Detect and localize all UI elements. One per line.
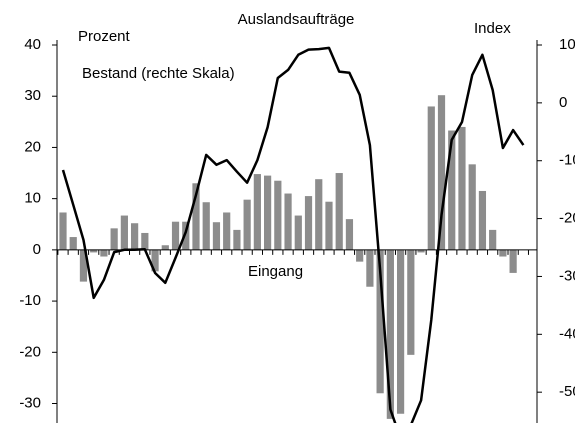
bar xyxy=(437,95,446,250)
bar xyxy=(223,212,231,250)
bar xyxy=(274,180,282,250)
bar xyxy=(59,212,67,250)
bar xyxy=(294,215,302,250)
bar xyxy=(151,249,159,272)
y2-tick-label: -40 xyxy=(559,325,575,342)
bar xyxy=(90,249,98,253)
y-tick-label: 10 xyxy=(24,190,41,207)
bar xyxy=(182,221,190,250)
bar xyxy=(489,229,497,250)
y-tick-label: 0 xyxy=(33,241,41,258)
bar xyxy=(499,249,507,257)
y2-tick-label: -20 xyxy=(559,210,575,227)
bar xyxy=(120,215,128,250)
bar xyxy=(325,201,333,250)
bar xyxy=(509,249,517,273)
bar xyxy=(315,179,323,250)
bar xyxy=(366,249,374,287)
bar xyxy=(304,196,313,250)
right-axis-label: Index xyxy=(474,20,511,37)
bar xyxy=(233,229,241,250)
bar xyxy=(69,237,77,250)
y-tick-label: -30 xyxy=(19,394,41,411)
bar xyxy=(264,175,272,250)
bar xyxy=(376,249,384,394)
bar xyxy=(335,173,343,250)
bar xyxy=(192,183,200,250)
bars xyxy=(59,95,517,419)
bar xyxy=(161,245,169,250)
bar xyxy=(243,199,251,250)
bar-annotation: Eingang xyxy=(248,263,303,280)
bar xyxy=(212,222,221,250)
bar xyxy=(345,219,354,250)
bar xyxy=(100,249,108,257)
y-tick-label: -10 xyxy=(19,292,41,309)
bar xyxy=(79,249,88,282)
y2-tick-label: 10 xyxy=(559,36,575,53)
bar xyxy=(141,232,149,250)
y2-tick-label: 0 xyxy=(559,94,567,111)
bar xyxy=(427,106,435,250)
y2-tick-label: -10 xyxy=(559,152,575,169)
bar xyxy=(284,193,292,250)
y-tick-label: 20 xyxy=(24,138,41,155)
bar xyxy=(407,249,415,355)
bar xyxy=(448,130,456,250)
left-axis-label: Prozent xyxy=(78,28,131,45)
bar xyxy=(253,174,261,250)
y-tick-label: -20 xyxy=(19,343,41,360)
bar xyxy=(396,249,405,414)
y2-tick-label: -30 xyxy=(559,267,575,284)
chart-title: Auslandsaufträge xyxy=(238,11,355,28)
bar xyxy=(110,228,118,250)
bar xyxy=(171,221,180,250)
y2-tick-label: -50 xyxy=(559,383,575,400)
bar xyxy=(131,223,139,250)
bar xyxy=(386,249,394,419)
y-tick-label: 40 xyxy=(24,36,41,53)
bar xyxy=(417,249,425,253)
bar xyxy=(478,190,487,250)
line-annotation: Bestand (rechte Skala) xyxy=(82,65,235,82)
bar xyxy=(356,249,364,262)
axes: 40 30 20 10 0 -10 -20 -30 10 0 -10 -20 -30 -40 -50 xyxy=(19,36,575,423)
bar xyxy=(468,164,476,250)
bar xyxy=(458,126,466,250)
bar xyxy=(202,202,210,250)
y-tick-label: 30 xyxy=(24,87,41,104)
